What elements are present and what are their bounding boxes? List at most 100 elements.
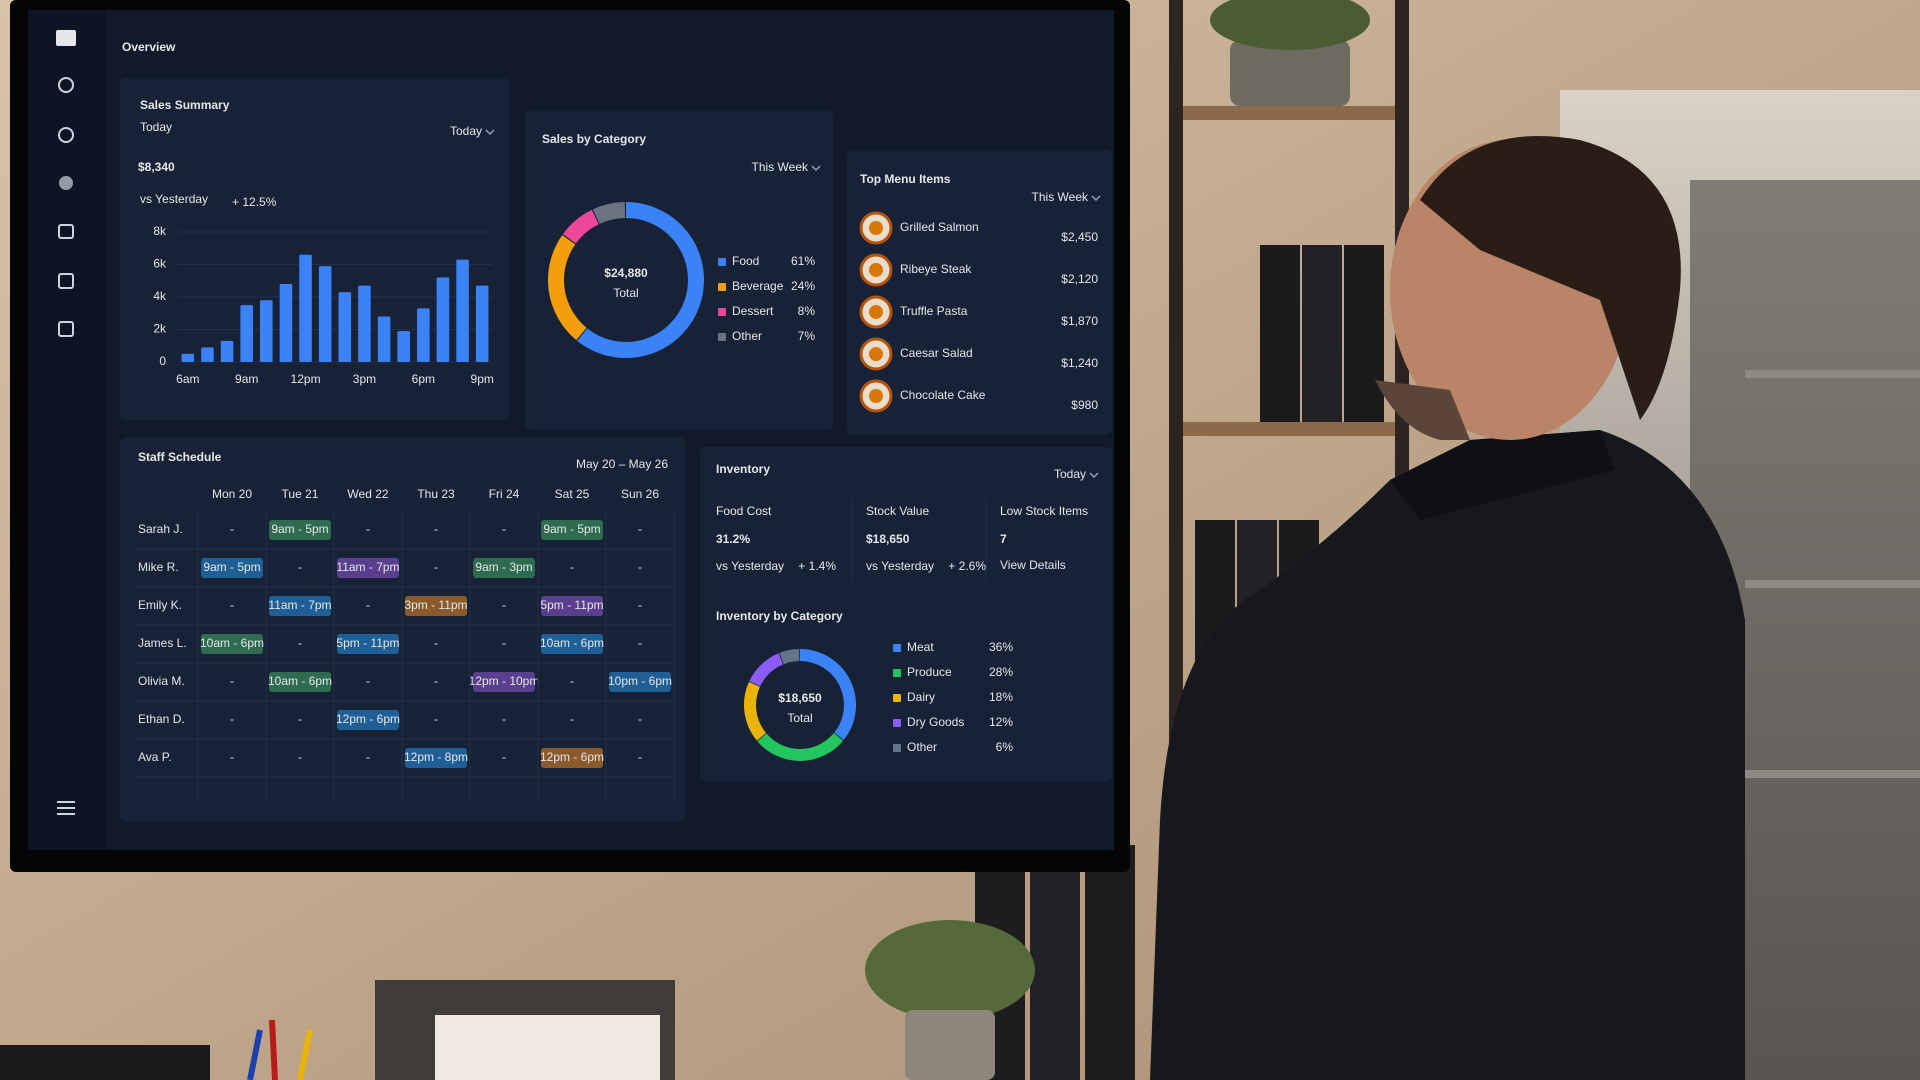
dropdown[interactable]: Today <box>1054 467 1086 481</box>
shift-text: 12pm - 6pm <box>336 712 400 726</box>
shift-text: 10am - 6pm <box>200 636 264 650</box>
shift-empty: - <box>230 598 234 612</box>
value-label: 7% <box>798 329 816 343</box>
item-name: Truffle Pasta <box>900 304 968 318</box>
donut-segment <box>577 202 704 358</box>
donut-segment <box>799 649 856 741</box>
plant <box>1210 0 1370 50</box>
shift-empty: - <box>638 598 642 612</box>
day-header: Sun 26 <box>621 487 659 501</box>
date-range: May 20 – May 26 <box>576 457 668 471</box>
shift-chip <box>541 634 603 654</box>
shift-text: 11am - 7pm <box>336 560 399 574</box>
legend-swatch <box>718 258 726 266</box>
person-body <box>1150 430 1745 1080</box>
dropdown-chevron[interactable] <box>1089 472 1099 479</box>
donut-center-value: $18,650 <box>778 691 822 705</box>
kpi-label: Low Stock Items <box>1000 504 1088 518</box>
shift-text: 9am - 5pm <box>203 560 260 574</box>
shift-chip <box>337 634 399 654</box>
menu-icon[interactable] <box>57 801 75 815</box>
shift-empty: - <box>434 712 438 726</box>
nav-icon[interactable] <box>58 224 74 239</box>
shift-chip <box>473 672 535 692</box>
person-collar <box>1390 430 1615 520</box>
item-amount: $2,450 <box>1061 230 1098 244</box>
shift-chip <box>473 558 535 578</box>
dropdown-chevron[interactable] <box>485 129 495 136</box>
item-name: Caesar Salad <box>900 346 973 360</box>
shift-empty: - <box>570 712 574 726</box>
kpi-link[interactable]: View Details <box>1000 558 1066 572</box>
dropdown[interactable]: This Week <box>1032 190 1089 204</box>
sidebar <box>28 10 106 850</box>
shift-empty: - <box>502 750 506 764</box>
shift-chip <box>337 558 399 578</box>
donut-segment <box>562 209 600 244</box>
shift-empty: - <box>298 750 302 764</box>
bar <box>397 331 410 362</box>
donut-segment <box>757 732 844 761</box>
x-tick-label: 9pm <box>471 372 494 386</box>
nav-icon[interactable] <box>58 273 74 289</box>
food-thumbnail-detail <box>869 221 883 235</box>
shift-chip <box>609 672 671 692</box>
legend-label: Dry Goods <box>907 715 964 729</box>
dropdown-chevron[interactable] <box>811 165 821 172</box>
shift-empty: - <box>366 674 370 688</box>
staff-name: Mike R. <box>138 560 179 574</box>
legend-swatch <box>893 644 901 652</box>
dropdown[interactable]: This Week <box>752 160 809 174</box>
bar <box>279 284 293 362</box>
day-header: Sat 25 <box>555 487 590 501</box>
donut-segment <box>749 653 784 687</box>
donut-center-label: Total <box>613 286 638 300</box>
legend-swatch <box>893 669 901 677</box>
bar <box>417 308 430 362</box>
bar <box>377 316 391 362</box>
y-tick-label: 0 <box>159 354 166 368</box>
dropdown[interactable]: Today <box>450 124 482 138</box>
nav-icon[interactable] <box>56 30 76 46</box>
dropdown-chevron[interactable] <box>1091 195 1101 202</box>
nav-icon[interactable] <box>58 321 74 337</box>
shift-text: 10am - 6pm <box>268 674 332 688</box>
shift-empty: - <box>638 750 642 764</box>
bar <box>240 305 253 362</box>
value-label: 18% <box>989 690 1013 704</box>
plant-pot <box>1230 40 1350 106</box>
nav-icon[interactable] <box>58 77 74 93</box>
shift-empty: - <box>230 750 234 764</box>
y-tick-label: 8k <box>153 224 167 238</box>
binder <box>1302 245 1342 422</box>
nav-icon[interactable] <box>59 176 73 190</box>
shift-empty: - <box>638 560 642 574</box>
shift-empty: - <box>502 636 506 650</box>
bar <box>475 285 489 362</box>
item-name: Ribeye Steak <box>900 262 972 276</box>
food-thumbnail-detail <box>869 347 883 361</box>
shift-text: 9am - 3pm <box>475 560 532 574</box>
value-label: 12% <box>989 715 1013 729</box>
nav-icon[interactable] <box>58 127 74 143</box>
kpi-value: 31.2% <box>716 532 750 546</box>
shift-text: 12pm - 6pm <box>540 750 604 764</box>
value-label: 8% <box>798 304 816 318</box>
shift-chip <box>269 672 331 692</box>
food-thumbnail-detail <box>869 263 883 277</box>
panel-title: Staff Schedule <box>138 450 222 464</box>
shift-text: 5pm - 11pm <box>336 636 399 650</box>
shift-chip <box>405 596 467 616</box>
shift-text: 11am - 7pm <box>268 598 331 612</box>
staff-name: Olivia M. <box>138 674 185 688</box>
shift-chip <box>269 520 331 540</box>
shift-empty: - <box>502 522 506 536</box>
panel <box>847 150 1112 435</box>
day-header: Tue 21 <box>282 487 319 501</box>
item-name: Chocolate Cake <box>900 388 986 402</box>
paper <box>435 1015 660 1080</box>
panel <box>525 110 833 430</box>
shift-text: 10pm - 6pm <box>608 674 672 688</box>
panel-title: Inventory <box>716 462 770 476</box>
binder <box>1085 845 1135 1080</box>
